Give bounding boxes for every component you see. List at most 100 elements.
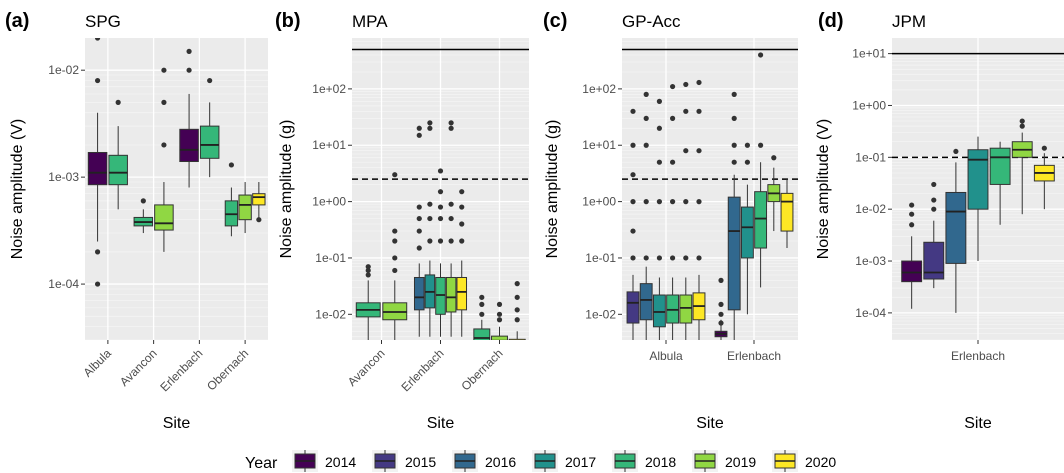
outlier-point [161,99,167,105]
outlier-point [161,142,167,148]
outlier-point [448,238,454,244]
panel-label: (c) [543,10,567,32]
box-obernach-2019 [238,182,252,234]
outlier-point [365,264,371,270]
panel-jpm: 1e-04 1e-03 1e-02 1e-01 1e+00 1e+01 Erlenbach S… [815,10,1064,432]
box-iqr [679,294,693,324]
panel-title: JPM [892,12,926,31]
box-erlenbach-2018 [435,168,446,337]
outlier-point [459,238,465,244]
boxes [87,38,266,287]
box-iqr [967,149,989,210]
plot-background [85,38,268,340]
outlier-point [514,281,520,287]
box-obernach-2019 [491,301,508,340]
outlier-point [448,120,454,126]
outlier-point [931,197,937,203]
outlier-point [731,115,737,121]
outlier-point [643,142,649,148]
boxes [901,118,1055,313]
box-iqr [780,192,794,232]
outlier-point [427,125,433,131]
outlier-point [427,120,433,126]
box-erlenbach-2014 [179,48,199,188]
legend-label: 2019 [725,454,756,470]
outlier-point [683,81,689,88]
outlier-point [630,198,636,205]
box-erlenbach-2019 [767,155,781,232]
outlier-point [94,38,101,41]
box-erlenbach-2014 [901,202,923,309]
outlier-point [392,228,398,234]
outlier-point [670,115,676,121]
legend-label: 2020 [805,454,836,470]
box-iqr [491,335,508,340]
box-erlenbach-2017 [740,142,754,315]
box-erlenbach-2016 [945,148,967,313]
outlier-point [643,91,649,97]
outlier-point [718,311,724,317]
box-avancon-2018 [133,198,154,234]
outlier-point [427,238,433,244]
legend-item-2020: 2020 [772,450,836,472]
outlier-point [683,198,689,205]
box-albula-2018 [108,99,128,210]
outlier-point [744,159,751,165]
outlier-point [496,301,503,307]
outlier-point [256,217,262,223]
outlier-point [656,198,663,205]
outlier-point [448,125,454,131]
box-iqr [445,276,457,313]
panel-title: GP-Acc [622,12,681,31]
outlier-point [161,67,167,73]
y-tick-label: 1e+01 [582,138,616,152]
box-albula-2018 [666,83,680,340]
outlier-point [207,77,213,84]
outlier-point [731,91,737,97]
legend-item-2016: 2016 [452,450,516,472]
outlier-point [718,301,724,307]
legend: Year 2014 2015 2016 2017 2018 2019 2020 [245,450,836,472]
outlier-point [758,52,764,58]
outlier-point [459,221,465,227]
y-axis-title: Noise amplitude (g) [278,120,295,259]
outlier-point [731,159,737,165]
box-albula-2017 [652,98,666,340]
box-erlenbach-2018 [989,141,1011,225]
outlier-point [479,311,485,317]
box-obernach-2018 [224,162,239,237]
outlier-point [683,148,689,154]
legend-label: 2017 [565,454,596,470]
outlier-point [459,204,465,210]
legend-label: 2016 [485,454,516,470]
box-iqr [989,147,1011,185]
outlier-point [392,267,398,274]
outlier-point [94,249,101,255]
outlier-point [909,211,915,217]
outlier-point [115,99,121,105]
outlier-point [758,142,764,148]
outlier-point [514,294,520,300]
box-iqr [108,154,128,186]
x-axis-title: Site [696,415,724,432]
outlier-point [437,238,444,244]
box-iqr [508,338,526,340]
box-iqr [199,125,220,159]
outlier-point [656,125,663,131]
outlier-point [643,115,649,121]
outlier-point [909,222,915,228]
outlier-point [416,125,422,131]
outlier-point [696,79,702,86]
panel-title: MPA [352,12,388,31]
box-iqr [179,128,199,163]
outlier-point [670,255,676,261]
outlier-point [437,168,444,174]
box-iqr [87,151,108,186]
outlier-point [931,206,937,212]
outlier-point [228,162,234,168]
legend-label: 2015 [405,454,436,470]
outlier-point [1019,118,1025,124]
x-tick-label: Erlenbach [727,349,781,363]
outlier-point [630,142,636,148]
outlier-point [771,155,777,161]
